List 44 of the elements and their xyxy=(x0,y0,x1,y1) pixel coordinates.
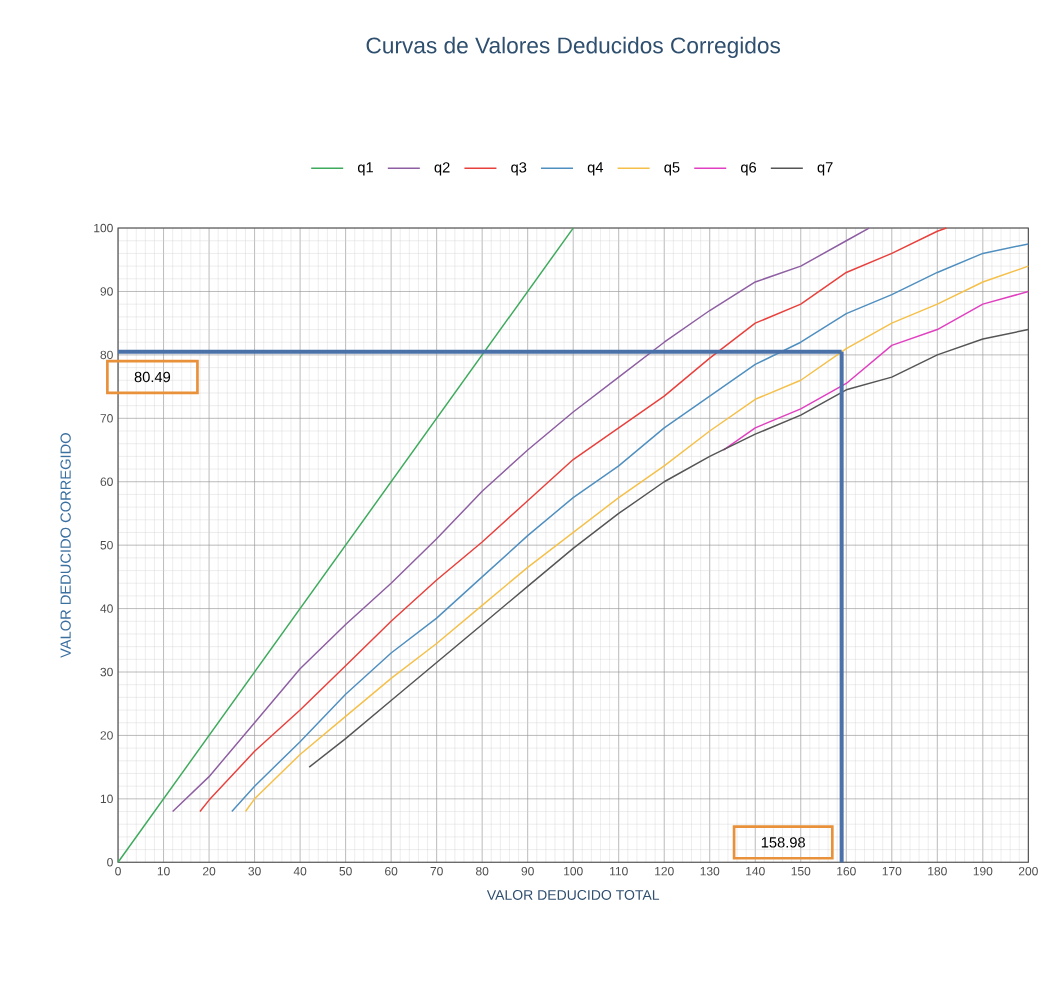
x-tick-label: 200 xyxy=(1018,866,1038,876)
x-tick-label: 170 xyxy=(882,866,902,876)
x-tick-label: 120 xyxy=(655,866,674,876)
legend-label: q1 xyxy=(357,162,373,176)
x-tick-label: 0 xyxy=(115,866,121,876)
y-tick-label: 80 xyxy=(100,350,113,359)
y-tick-label: 70 xyxy=(100,413,113,423)
x-tick-label: 110 xyxy=(610,866,628,876)
x-axis-title: VALOR DEDUCIDO TOTAL xyxy=(486,889,660,900)
y-tick-label: 60 xyxy=(100,477,113,486)
x-tick-label: 30 xyxy=(248,866,261,876)
legend-label: q7 xyxy=(817,162,833,176)
x-tick-label: 180 xyxy=(928,866,947,876)
ref-line-label: 158.98 xyxy=(761,837,805,848)
x-tick-label: 130 xyxy=(700,866,720,876)
x-tick-label: 160 xyxy=(837,866,856,876)
x-tick-label: 80 xyxy=(476,866,489,876)
y-tick-label: 20 xyxy=(100,731,113,740)
y-tick-label: 90 xyxy=(100,287,113,296)
y-axis-title: VALOR DEDUCIDO CORREGIDO xyxy=(60,432,71,658)
chart-title: Curvas de Valores Deducidos Corregidos xyxy=(366,36,781,58)
y-tick-label: 30 xyxy=(100,667,113,677)
x-tick-label: 190 xyxy=(973,866,993,876)
x-tick-label: 70 xyxy=(430,866,443,876)
x-tick-label: 90 xyxy=(521,866,534,876)
legend-label: q5 xyxy=(664,162,680,176)
y-tick-label: 10 xyxy=(100,794,113,803)
legend-label: q2 xyxy=(434,162,450,176)
legend-label: q6 xyxy=(740,162,757,176)
y-tick-label: 100 xyxy=(94,223,113,233)
legend-label: q4 xyxy=(587,162,604,176)
legend-label: q3 xyxy=(511,162,527,176)
x-tick-label: 60 xyxy=(385,866,398,876)
x-tick-label: 150 xyxy=(791,866,811,876)
x-tick-label: 10 xyxy=(157,866,170,876)
x-tick-label: 40 xyxy=(293,866,307,876)
y-tick-label: 0 xyxy=(107,857,113,867)
y-tick-label: 50 xyxy=(100,540,113,550)
y-tick-label: 40 xyxy=(100,604,113,613)
x-tick-label: 100 xyxy=(564,866,583,876)
x-tick-label: 20 xyxy=(203,866,216,876)
x-tick-label: 140 xyxy=(746,866,765,876)
x-tick-label: 50 xyxy=(339,866,352,876)
ref-line-label: 80.49 xyxy=(134,371,171,383)
